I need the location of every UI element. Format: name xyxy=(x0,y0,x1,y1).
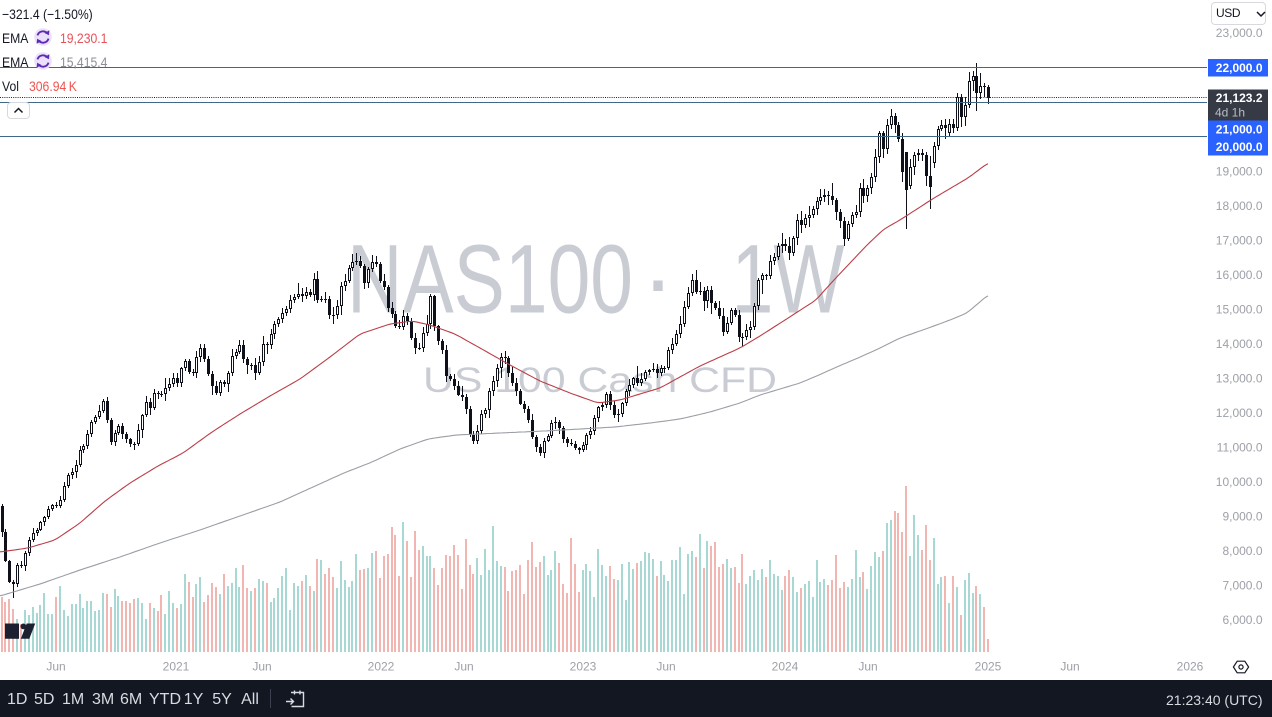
svg-text:13,000.0: 13,000.0 xyxy=(1216,372,1263,386)
svg-text:NAS100: NAS100 xyxy=(347,225,633,334)
svg-text:·: · xyxy=(642,225,674,334)
svg-text:US 100 Cash CFD: US 100 Cash CFD xyxy=(423,361,777,400)
svg-text:10,000.0: 10,000.0 xyxy=(1216,475,1263,489)
svg-text:2024: 2024 xyxy=(772,660,799,674)
svg-text:Jun: Jun xyxy=(46,660,65,674)
svg-text:4d 1h: 4d 1h xyxy=(1215,106,1245,120)
svg-text:19,000.0: 19,000.0 xyxy=(1216,164,1263,178)
svg-text:21,123.2: 21,123.2 xyxy=(1216,91,1263,105)
svg-text:21,000.0: 21,000.0 xyxy=(1216,123,1263,137)
svg-text:Jun: Jun xyxy=(1060,660,1079,674)
svg-text:16,000.0: 16,000.0 xyxy=(1216,268,1263,282)
svg-text:18,000.0: 18,000.0 xyxy=(1216,199,1263,213)
svg-text:2026: 2026 xyxy=(1177,660,1204,674)
svg-text:2023: 2023 xyxy=(570,660,597,674)
svg-text:7,000.0: 7,000.0 xyxy=(1222,579,1262,593)
svg-text:6,000.0: 6,000.0 xyxy=(1222,613,1262,627)
svg-text:Jun: Jun xyxy=(858,660,877,674)
svg-text:Jun: Jun xyxy=(252,660,271,674)
svg-text:2025: 2025 xyxy=(975,660,1002,674)
svg-text:14,000.0: 14,000.0 xyxy=(1216,337,1263,351)
svg-text:1W: 1W xyxy=(732,225,845,334)
svg-text:2021: 2021 xyxy=(163,660,190,674)
svg-text:11,000.0: 11,000.0 xyxy=(1217,441,1263,455)
svg-text:22,000.0: 22,000.0 xyxy=(1216,61,1263,75)
svg-text:17,000.0: 17,000.0 xyxy=(1216,233,1263,247)
svg-text:8,000.0: 8,000.0 xyxy=(1222,544,1262,558)
svg-text:12,000.0: 12,000.0 xyxy=(1216,406,1263,420)
svg-text:20,000.0: 20,000.0 xyxy=(1216,140,1263,154)
svg-text:23,000.0: 23,000.0 xyxy=(1216,26,1263,40)
svg-text:Jun: Jun xyxy=(656,660,675,674)
svg-text:9,000.0: 9,000.0 xyxy=(1222,510,1262,524)
svg-text:15,000.0: 15,000.0 xyxy=(1216,302,1263,316)
svg-text:Jun: Jun xyxy=(454,660,473,674)
svg-text:2022: 2022 xyxy=(368,660,395,674)
